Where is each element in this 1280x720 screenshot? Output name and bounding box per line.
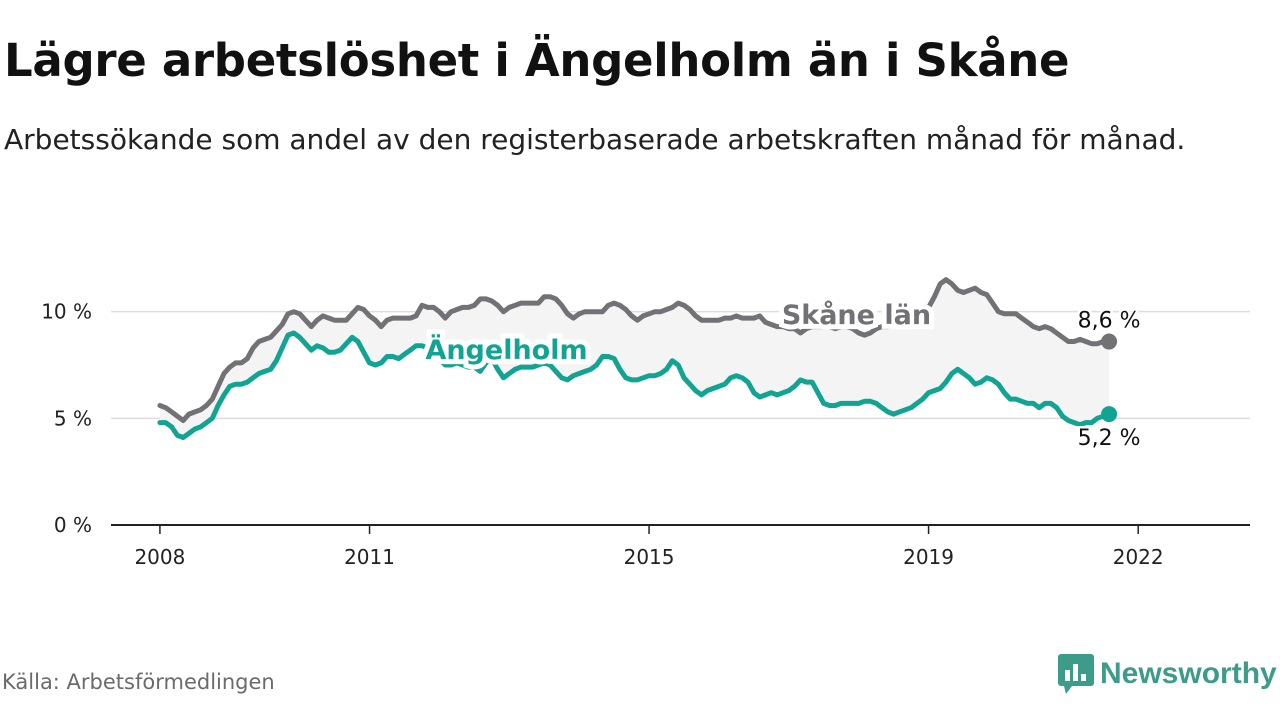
- series-label-angelholm: Ängelholm: [425, 334, 587, 366]
- y-tick-label: 10 %: [41, 300, 92, 324]
- page-subtitle: Arbetssökande som andel av den registerb…: [4, 123, 1186, 156]
- line-chart: 0 % 5 % 10 % 2008 2011 2015 2019 2022 Skåne lä…: [41, 277, 1250, 569]
- series-label-skane: Skåne län: [782, 299, 931, 331]
- x-axis-ticks: 2008 2011 2015 2019 2022: [134, 525, 1164, 569]
- newsworthy-logo-icon: [1058, 654, 1094, 694]
- x-tick-label: 2022: [1113, 545, 1164, 569]
- end-marker-skane: [1101, 333, 1118, 350]
- y-axis-ticks: 0 % 5 % 10 %: [41, 300, 92, 537]
- x-tick-label: 2019: [903, 545, 954, 569]
- brand: Newsworthy: [1058, 654, 1277, 694]
- difference-band: [159, 279, 1110, 438]
- y-tick-label: 5 %: [54, 406, 92, 430]
- end-marker-angelholm: [1101, 406, 1118, 423]
- brand-name: Newsworthy: [1100, 657, 1277, 690]
- series-line-skane: [157, 277, 1112, 423]
- page-title: Lägre arbetslöshet i Ängelholm än i Skån…: [4, 34, 1070, 87]
- end-value-label-angelholm: 5,2 %: [1078, 426, 1141, 451]
- x-tick-label: 2011: [344, 545, 395, 569]
- y-tick-label: 0 %: [54, 513, 92, 537]
- x-tick-label: 2015: [624, 545, 675, 569]
- source-note: Källa: Arbetsförmedlingen: [2, 670, 275, 694]
- x-tick-label: 2008: [134, 545, 185, 569]
- end-value-label-skane: 8,6 %: [1078, 309, 1141, 334]
- series-line-angelholm: [157, 330, 1112, 440]
